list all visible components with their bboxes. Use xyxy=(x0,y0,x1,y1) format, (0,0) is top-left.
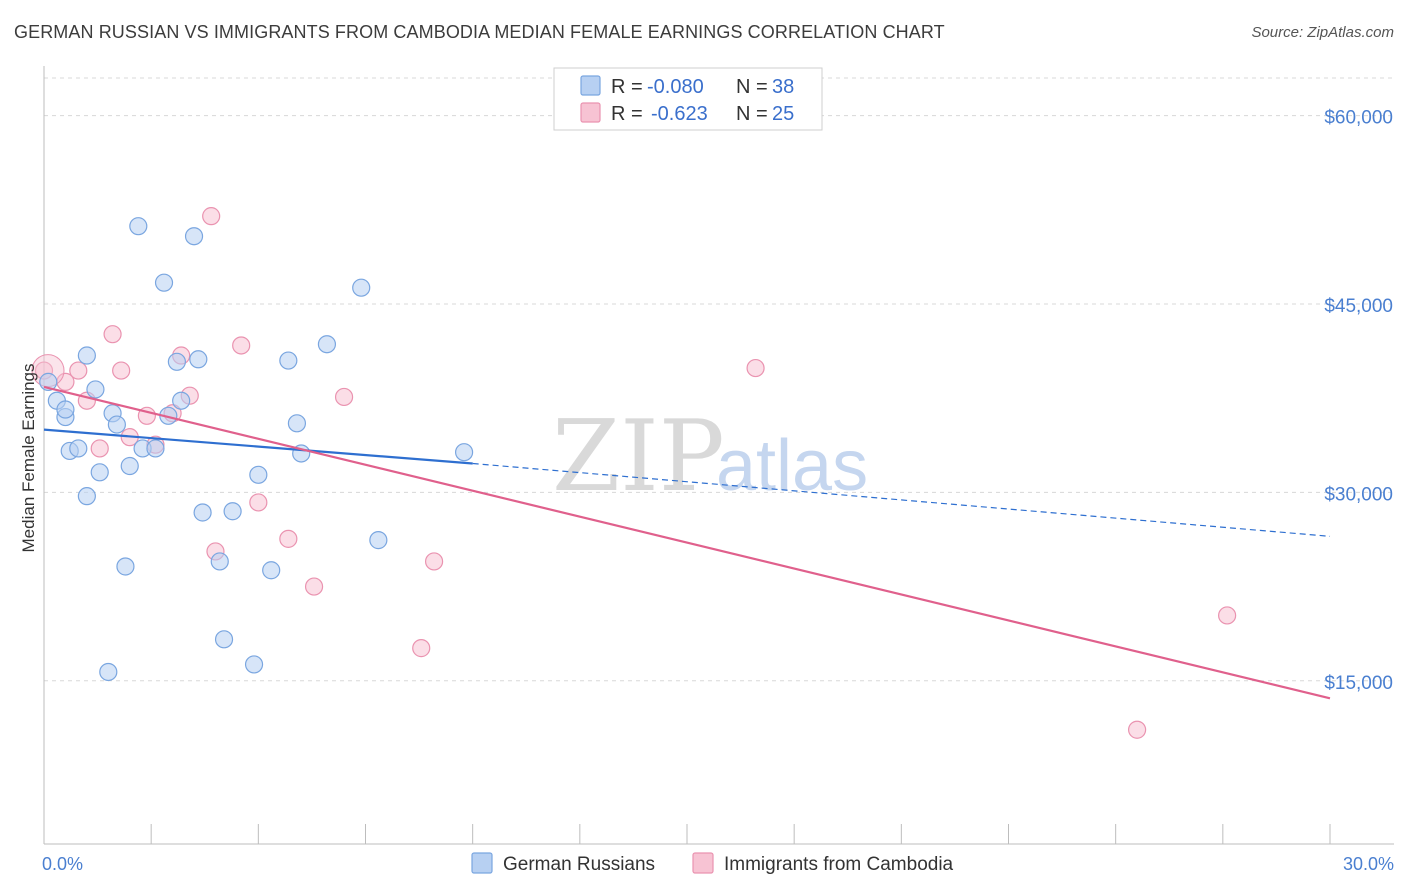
point-cambodia xyxy=(112,361,131,380)
point-german-russians xyxy=(317,335,337,354)
point-cambodia xyxy=(334,387,354,407)
point-german-russians xyxy=(454,443,474,462)
point-german-russians xyxy=(146,439,165,458)
legend-r-value-1: -0.080 xyxy=(647,76,704,98)
point-german-russians xyxy=(223,502,242,521)
point-german-russians xyxy=(184,227,204,246)
legend-n-value-2: 25 xyxy=(772,103,794,125)
y-axis-label: Median Female Earnings xyxy=(19,364,38,553)
point-german-russians xyxy=(120,456,139,476)
series-german-russians-points xyxy=(39,217,474,682)
series-legend-label-cambodia: Immigrants from Cambodia xyxy=(724,854,954,875)
series-legend-swatch-pink xyxy=(692,852,714,874)
y-tick-label: $15,000 xyxy=(1324,673,1393,694)
point-cambodia xyxy=(232,336,251,355)
point-cambodia xyxy=(103,325,122,344)
point-german-russians xyxy=(287,414,307,433)
point-german-russians xyxy=(369,531,388,550)
series-legend-swatch-blue xyxy=(471,852,493,874)
point-german-russians xyxy=(129,217,148,236)
point-german-russians xyxy=(352,278,371,297)
point-cambodia xyxy=(412,639,431,658)
legend-r-value-2: -0.623 xyxy=(651,103,708,125)
stats-legend: R = -0.080 N = 38 R = -0.623 N = 25 xyxy=(553,67,823,131)
axes xyxy=(43,66,1394,845)
y-tick-labels: $60,000 $45,000 $30,000 $15,000 xyxy=(1324,108,1393,694)
point-german-russians xyxy=(56,400,75,419)
y-tick-label: $45,000 xyxy=(1324,296,1393,317)
point-german-russians xyxy=(69,439,88,458)
point-german-russians xyxy=(86,380,105,399)
series-legend: German Russians Immigrants from Cambodia xyxy=(471,852,954,875)
point-cambodia xyxy=(1127,720,1147,739)
y-tick-label: $60,000 xyxy=(1324,108,1393,129)
y-tick-label: $30,000 xyxy=(1324,484,1393,505)
legend-n-value-1: 38 xyxy=(772,76,794,98)
point-cambodia xyxy=(424,552,444,571)
point-german-russians xyxy=(193,503,212,522)
point-german-russians xyxy=(116,557,135,576)
trend-line-cambodia xyxy=(43,385,1331,700)
watermark-zip: ZIP xyxy=(552,400,725,514)
point-cambodia xyxy=(90,439,109,458)
x-tick-labels: 0.0% 30.0% xyxy=(42,854,1394,874)
point-german-russians xyxy=(214,630,234,649)
legend-r-label-2: R = xyxy=(611,103,643,125)
point-german-russians xyxy=(167,352,186,371)
point-german-russians xyxy=(77,346,96,365)
point-cambodia xyxy=(1218,606,1237,625)
point-cambodia xyxy=(69,361,88,380)
point-cambodia xyxy=(279,529,298,548)
point-german-russians xyxy=(279,351,298,370)
x-tick-label: 0.0% xyxy=(42,854,83,874)
point-german-russians xyxy=(244,655,264,674)
x-tick-label: 30.0% xyxy=(1343,854,1394,874)
trend-lines xyxy=(43,385,1331,700)
source-credit: Source: ZipAtlas.com xyxy=(1251,24,1394,41)
point-german-russians xyxy=(249,465,268,484)
trend-line-german-russians xyxy=(43,428,473,465)
point-german-russians xyxy=(189,350,208,369)
trend-line-german-russians-extrapolated xyxy=(472,462,1331,537)
watermark-atlas: atlas xyxy=(716,426,868,506)
legend-n-label-2: N = xyxy=(736,103,768,125)
point-cambodia xyxy=(304,577,324,596)
point-cambodia xyxy=(746,358,765,378)
point-german-russians xyxy=(107,415,126,434)
legend-n-label-1: N = xyxy=(736,76,768,98)
point-german-russians xyxy=(90,463,109,482)
point-german-russians xyxy=(99,662,118,682)
point-cambodia xyxy=(202,207,221,226)
legend-swatch-blue xyxy=(580,75,601,96)
point-german-russians xyxy=(262,561,281,580)
legend-swatch-pink xyxy=(580,102,601,123)
point-german-russians xyxy=(77,487,96,506)
point-german-russians xyxy=(39,372,58,391)
chart-title: GERMAN RUSSIAN VS IMMIGRANTS FROM CAMBOD… xyxy=(14,22,945,42)
point-cambodia xyxy=(249,493,268,512)
legend-r-label-1: R = xyxy=(611,76,643,98)
series-legend-label-german-russians: German Russians xyxy=(503,854,655,875)
point-german-russians xyxy=(154,273,174,292)
watermark: ZIP atlas xyxy=(552,400,868,514)
point-german-russians xyxy=(172,391,191,410)
point-german-russians xyxy=(210,552,229,571)
gridlines xyxy=(44,77,1394,682)
